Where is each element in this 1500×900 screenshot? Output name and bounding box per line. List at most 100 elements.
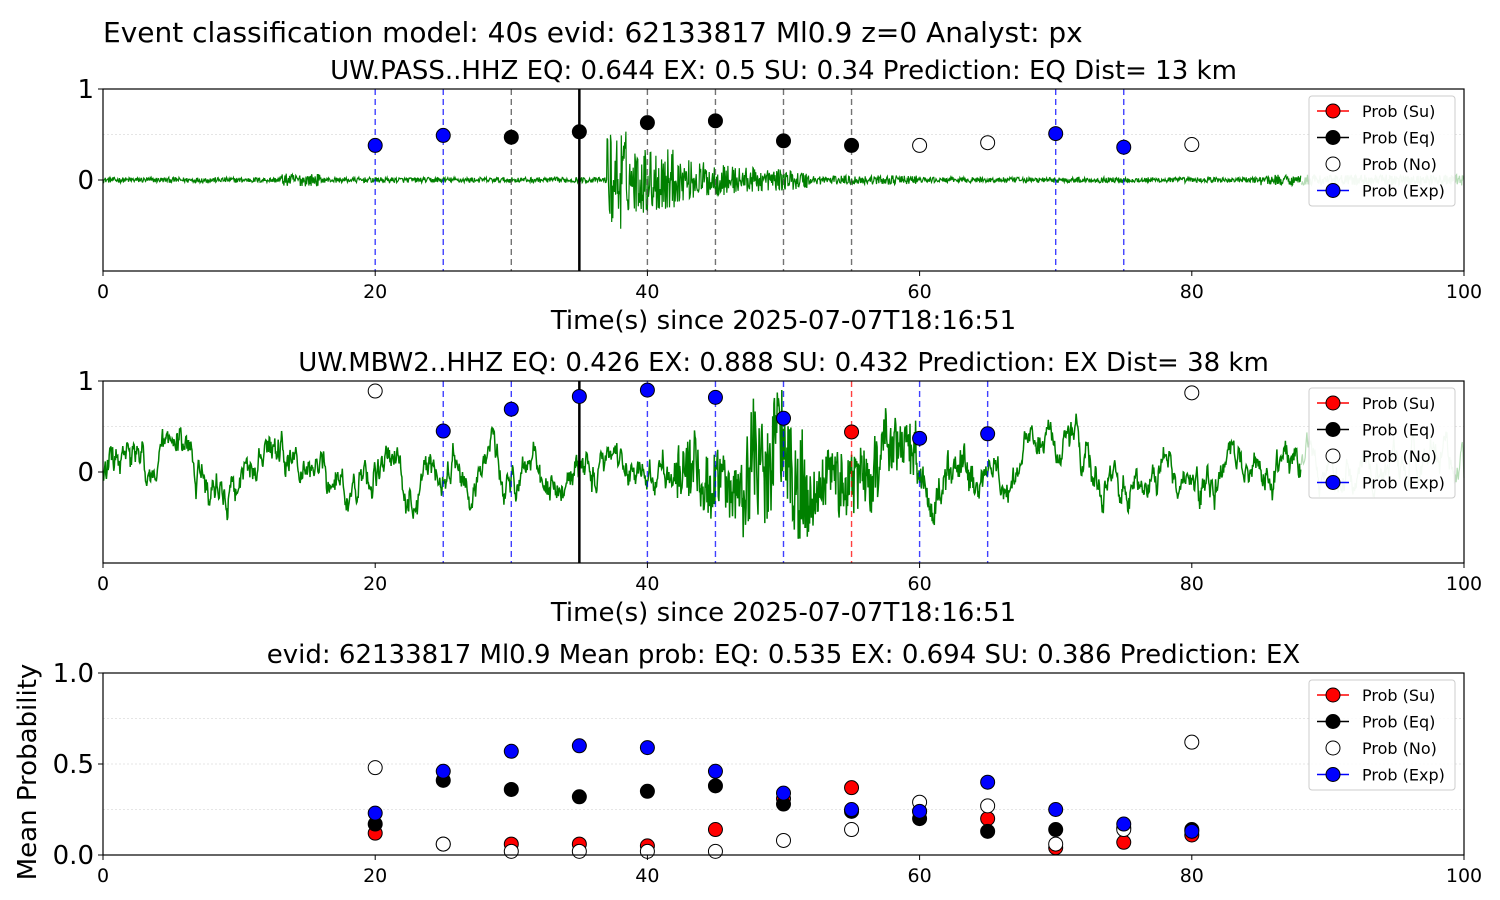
mean-point-exp [1116, 816, 1132, 832]
prob-point-exp [435, 127, 451, 143]
prob-point-eq [707, 113, 723, 129]
mean-point-su [844, 780, 860, 796]
x-tick-label: 20 [363, 281, 387, 303]
panel-uw-pass: UW.PASS..HHZ EQ: 0.644 EX: 0.5 SU: 0.34 … [77, 56, 1482, 336]
panel-title: UW.PASS..HHZ EQ: 0.644 EX: 0.5 SU: 0.34 … [330, 56, 1237, 86]
mean-point-no [707, 843, 723, 859]
legend-box [1308, 387, 1456, 499]
legend-marker-exp [1325, 183, 1341, 198]
figure-suptitle: Event classification model: 40s evid: 62… [103, 16, 1083, 49]
y-tick-label: 0.0 [53, 841, 94, 871]
x-tick-label: 100 [1446, 865, 1482, 887]
panel-title: UW.MBW2..HHZ EQ: 0.426 EX: 0.888 SU: 0.4… [298, 348, 1269, 378]
mean-point-no [980, 798, 996, 814]
prob-point-exp [912, 430, 928, 446]
x-tick-label: 0 [97, 281, 109, 303]
x-tick-label: 60 [908, 865, 932, 887]
prob-point-exp [435, 423, 451, 439]
mean-point-exp [639, 740, 655, 756]
legend-marker-su [1325, 687, 1341, 703]
mean-point-exp [1048, 802, 1064, 817]
panel-title: evid: 62133817 Ml0.9 Mean prob: EQ: 0.53… [267, 640, 1300, 670]
legend-label-exp: Prob (Exp) [1362, 766, 1445, 785]
legend-label-exp: Prob (Exp) [1362, 182, 1445, 201]
y-tick-label: 1.0 [53, 659, 94, 689]
x-tick-label: 100 [1446, 573, 1482, 595]
prob-point-no [980, 135, 996, 151]
mean-point-su [1116, 834, 1132, 850]
x-axis-label: Time(s) since 2025-07-07T18:16:51 [550, 306, 1016, 336]
x-tick-label: 40 [635, 281, 659, 303]
prob-point-eq [503, 129, 519, 145]
legend-label-exp: Prob (Exp) [1362, 474, 1445, 493]
mean-point-exp [367, 805, 383, 821]
waveform-trace [103, 131, 1302, 229]
mean-point-no [435, 836, 451, 852]
x-axis-label: Time(s) since 2025-07-07T18:16:51 [550, 598, 1016, 628]
prob-point-no [367, 383, 383, 399]
x-tick-label: 0 [97, 865, 109, 887]
x-tick-label: 60 [908, 573, 932, 595]
legend-marker-exp [1325, 767, 1341, 782]
x-tick-label: 20 [363, 573, 387, 595]
x-tick-label: 40 [635, 865, 659, 887]
mean-point-no [503, 843, 519, 859]
legend-box [1308, 95, 1456, 207]
mean-point-eq [1048, 822, 1064, 838]
prob-point-eq [639, 115, 655, 131]
prob-point-exp [367, 137, 383, 153]
legend-marker-su [1325, 103, 1341, 119]
prob-point-exp [639, 382, 655, 398]
legend-marker-no [1325, 740, 1341, 756]
legend-marker-exp [1325, 475, 1341, 490]
y-tick-label: 1 [77, 75, 94, 105]
prob-point-exp [571, 388, 587, 404]
mean-point-no [1184, 734, 1200, 750]
legend-marker-no [1325, 448, 1341, 464]
prob-point-eq [776, 133, 791, 149]
legend-box [1308, 679, 1456, 791]
y-tick-label: 0 [77, 166, 94, 196]
mean-point-eq [503, 781, 519, 797]
mean-point-eq [980, 823, 996, 839]
prob-point-exp [707, 389, 723, 405]
x-tick-label: 100 [1446, 281, 1482, 303]
mean-point-exp [844, 802, 860, 817]
prob-point-exp [503, 401, 519, 417]
legend-marker-eq [1325, 130, 1341, 145]
prob-point-eq [571, 124, 587, 140]
legend-marker-no [1325, 156, 1341, 172]
panel-uw-mbw2: UW.MBW2..HHZ EQ: 0.426 EX: 0.888 SU: 0.4… [77, 348, 1482, 628]
mean-point-exp [776, 785, 791, 801]
legend-label-eq: Prob (Eq) [1362, 129, 1435, 148]
y-tick-label: 1 [77, 367, 94, 397]
panel-mean-probability: evid: 62133817 Ml0.9 Mean prob: EQ: 0.53… [13, 640, 1482, 887]
prob-point-exp [1116, 139, 1132, 155]
prob-point-no [1184, 385, 1200, 401]
x-tick-label: 80 [1180, 573, 1204, 595]
x-tick-label: 80 [1180, 865, 1204, 887]
mean-point-eq [707, 778, 723, 794]
mean-point-no [571, 843, 587, 859]
legend-label-no: Prob (No) [1362, 155, 1437, 174]
x-tick-label: 80 [1180, 281, 1204, 303]
legend-label-su: Prob (Su) [1362, 394, 1435, 413]
legend-marker-eq [1325, 422, 1341, 437]
mean-point-su [980, 811, 996, 827]
mean-point-exp [980, 774, 996, 790]
mean-point-eq [639, 783, 655, 799]
mean-point-exp [435, 763, 451, 779]
legend-label-su: Prob (Su) [1362, 686, 1435, 705]
legend-label-no: Prob (No) [1362, 739, 1437, 758]
mean-point-exp [503, 743, 519, 759]
prob-point-eq [844, 137, 860, 153]
prob-point-no [1184, 137, 1200, 153]
legend-label-eq: Prob (Eq) [1362, 713, 1435, 732]
mean-point-no [367, 760, 383, 776]
prob-point-exp [1048, 126, 1064, 142]
x-tick-label: 60 [908, 281, 932, 303]
prob-point-exp [980, 426, 996, 442]
legend-marker-eq [1325, 714, 1341, 729]
x-tick-label: 40 [635, 573, 659, 595]
